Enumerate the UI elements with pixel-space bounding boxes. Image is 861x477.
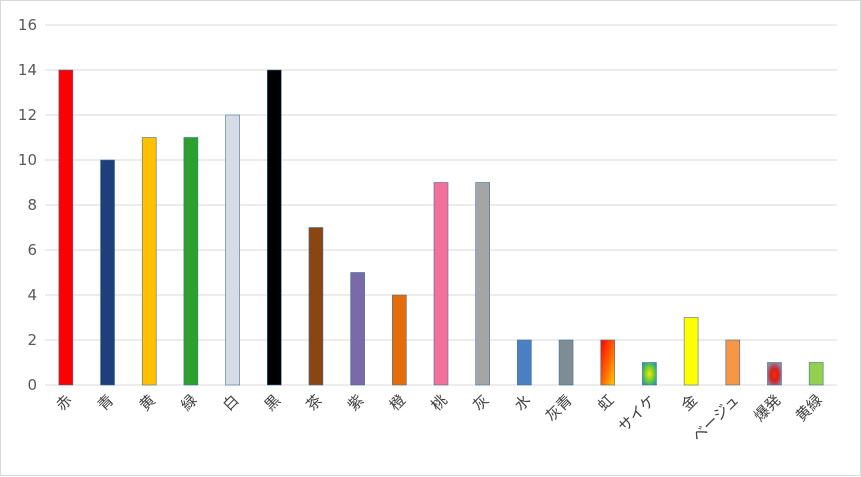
y-tick-label: 14 bbox=[18, 61, 37, 79]
bar bbox=[141, 137, 157, 386]
x-tick-label: 青 bbox=[94, 391, 117, 414]
x-tick-label: 緑 bbox=[177, 391, 200, 414]
bar bbox=[100, 159, 115, 386]
bar bbox=[475, 182, 490, 386]
y-tick-label: 16 bbox=[18, 16, 37, 34]
y-tick-label: 12 bbox=[18, 106, 37, 124]
bar bbox=[308, 227, 324, 386]
x-tick-label: 桃 bbox=[427, 391, 450, 414]
bar bbox=[642, 362, 657, 386]
bar bbox=[350, 272, 365, 386]
y-tick-label: 2 bbox=[27, 331, 37, 349]
bar bbox=[808, 362, 824, 386]
x-tick-label: 灰 bbox=[469, 391, 492, 414]
x-tick-label: 水 bbox=[511, 391, 534, 414]
bar bbox=[767, 362, 782, 386]
y-tick-label: 6 bbox=[27, 241, 37, 259]
x-tick-label: 橙 bbox=[386, 391, 409, 414]
y-tick-label: 8 bbox=[27, 196, 37, 214]
bar bbox=[558, 339, 574, 386]
x-tick-label: 金 bbox=[678, 391, 701, 414]
x-tick-label: ベージュ bbox=[688, 391, 742, 445]
x-tick-label: サイケ bbox=[615, 391, 660, 436]
bar bbox=[600, 339, 616, 386]
x-tick-label: 爆発 bbox=[750, 391, 784, 425]
x-tick-label: 黄緑 bbox=[792, 391, 826, 425]
bar bbox=[266, 69, 282, 386]
bar bbox=[183, 137, 199, 386]
x-tick-label: 虹 bbox=[594, 391, 617, 414]
x-axis-ticks: 赤青黄緑白黒茶紫橙桃灰水灰青 虹サイケ 金ベージュ 爆発 黄緑 bbox=[52, 391, 826, 445]
y-axis-ticks: 0 2 4 6 8 10 12 14 16 bbox=[18, 16, 37, 394]
x-tick-label: 灰青 bbox=[542, 391, 576, 425]
bars bbox=[58, 69, 824, 386]
x-tick-label: 黄 bbox=[136, 391, 159, 414]
y-tick-label: 10 bbox=[18, 151, 37, 169]
bar bbox=[58, 69, 74, 386]
bar bbox=[683, 317, 699, 386]
x-tick-label: 白 bbox=[219, 391, 242, 414]
y-tick-label: 4 bbox=[27, 286, 37, 304]
bar bbox=[225, 114, 240, 386]
bar bbox=[392, 294, 407, 386]
x-tick-label: 茶 bbox=[302, 391, 325, 414]
bar bbox=[517, 339, 532, 386]
x-tick-label: 黒 bbox=[261, 391, 284, 414]
bar bbox=[725, 339, 741, 386]
y-tick-label: 0 bbox=[27, 376, 37, 394]
x-tick-label: 赤 bbox=[52, 391, 75, 414]
bar bbox=[433, 182, 449, 386]
x-tick-label: 紫 bbox=[344, 391, 367, 414]
